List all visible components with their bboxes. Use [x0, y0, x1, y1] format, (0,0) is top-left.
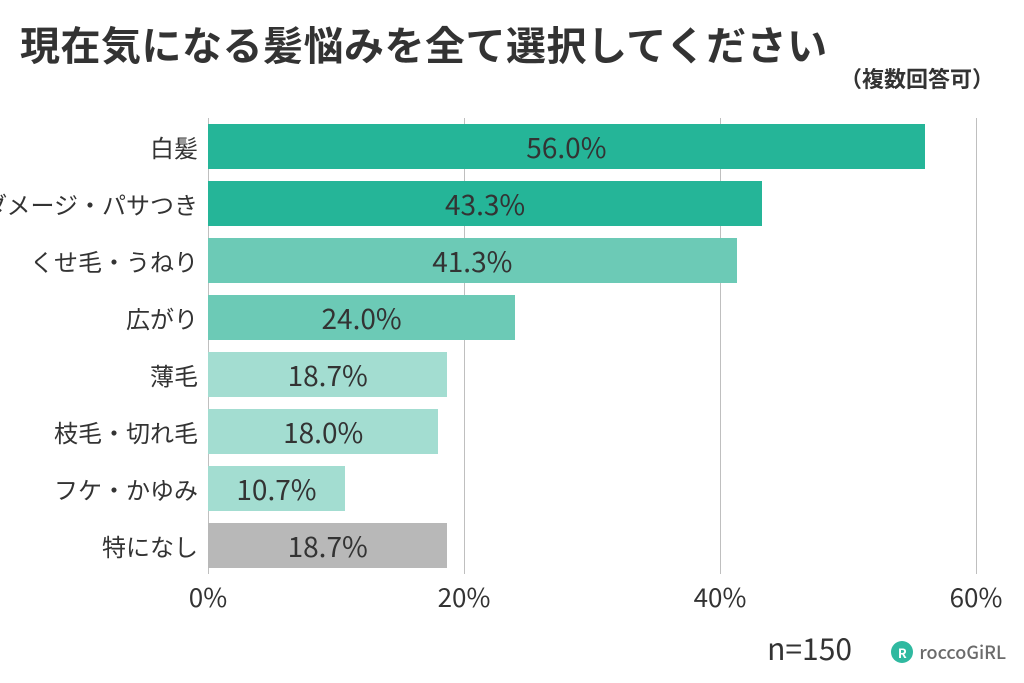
bar-value-label: 24.0% — [321, 298, 401, 338]
chart-subtitle: （複数回答可） — [840, 62, 994, 94]
bar-value-label: 10.7% — [236, 469, 316, 509]
plot-area: 白髪56.0%ダメージ・パサつき43.3%くせ毛・うねり41.3%広がり24.0… — [208, 118, 976, 574]
category-label: 枝毛・切れ毛 — [0, 403, 208, 460]
bar: 18.0% — [208, 409, 438, 454]
category-label: ダメージ・パサつき — [0, 175, 208, 232]
category-label: 広がり — [0, 289, 208, 346]
x-tick-label: 20% — [438, 578, 491, 615]
chart-canvas: 現在気になる髪悩みを全て選択してください （複数回答可） 白髪56.0%ダメージ… — [0, 0, 1024, 683]
bar: 10.7% — [208, 466, 345, 511]
bar-row: 枝毛・切れ毛18.0% — [208, 403, 976, 460]
x-tick-label: 40% — [694, 578, 747, 615]
bar-row: ダメージ・パサつき43.3% — [208, 175, 976, 232]
bar-row: くせ毛・うねり41.3% — [208, 232, 976, 289]
category-label: 薄毛 — [0, 346, 208, 403]
bar: 43.3% — [208, 181, 762, 226]
bar-value-label: 41.3% — [432, 241, 512, 281]
bar-row: 特になし18.7% — [208, 517, 976, 574]
category-label: 特になし — [0, 517, 208, 574]
brand-footer: R roccoGiRL — [891, 639, 1006, 665]
bar: 56.0% — [208, 124, 925, 169]
x-axis: 0%20%40%60% — [208, 578, 976, 618]
bar-row: 広がり24.0% — [208, 289, 976, 346]
bar-value-label: 18.0% — [283, 412, 363, 452]
chart-title: 現在気になる髪悩みを全て選択してください — [20, 14, 828, 72]
sample-size-label: n=150 — [767, 625, 852, 669]
brand-logo-icon: R — [891, 641, 913, 663]
gridline — [976, 118, 977, 574]
bar-row: 薄毛18.7% — [208, 346, 976, 403]
category-label: くせ毛・うねり — [0, 232, 208, 289]
x-tick-label: 0% — [189, 578, 227, 615]
bar-value-label: 43.3% — [445, 184, 525, 224]
bar-value-label: 18.7% — [288, 355, 368, 395]
bar: 18.7% — [208, 523, 447, 568]
brand-name: roccoGiRL — [919, 639, 1006, 665]
bar-value-label: 56.0% — [526, 127, 606, 167]
x-tick-label: 60% — [950, 578, 1003, 615]
bar: 24.0% — [208, 295, 515, 340]
category-label: フケ・かゆみ — [0, 460, 208, 517]
category-label: 白髪 — [0, 118, 208, 175]
bar-row: フケ・かゆみ10.7% — [208, 460, 976, 517]
bar: 41.3% — [208, 238, 737, 283]
bar-value-label: 18.7% — [288, 526, 368, 566]
bar-row: 白髪56.0% — [208, 118, 976, 175]
bar: 18.7% — [208, 352, 447, 397]
